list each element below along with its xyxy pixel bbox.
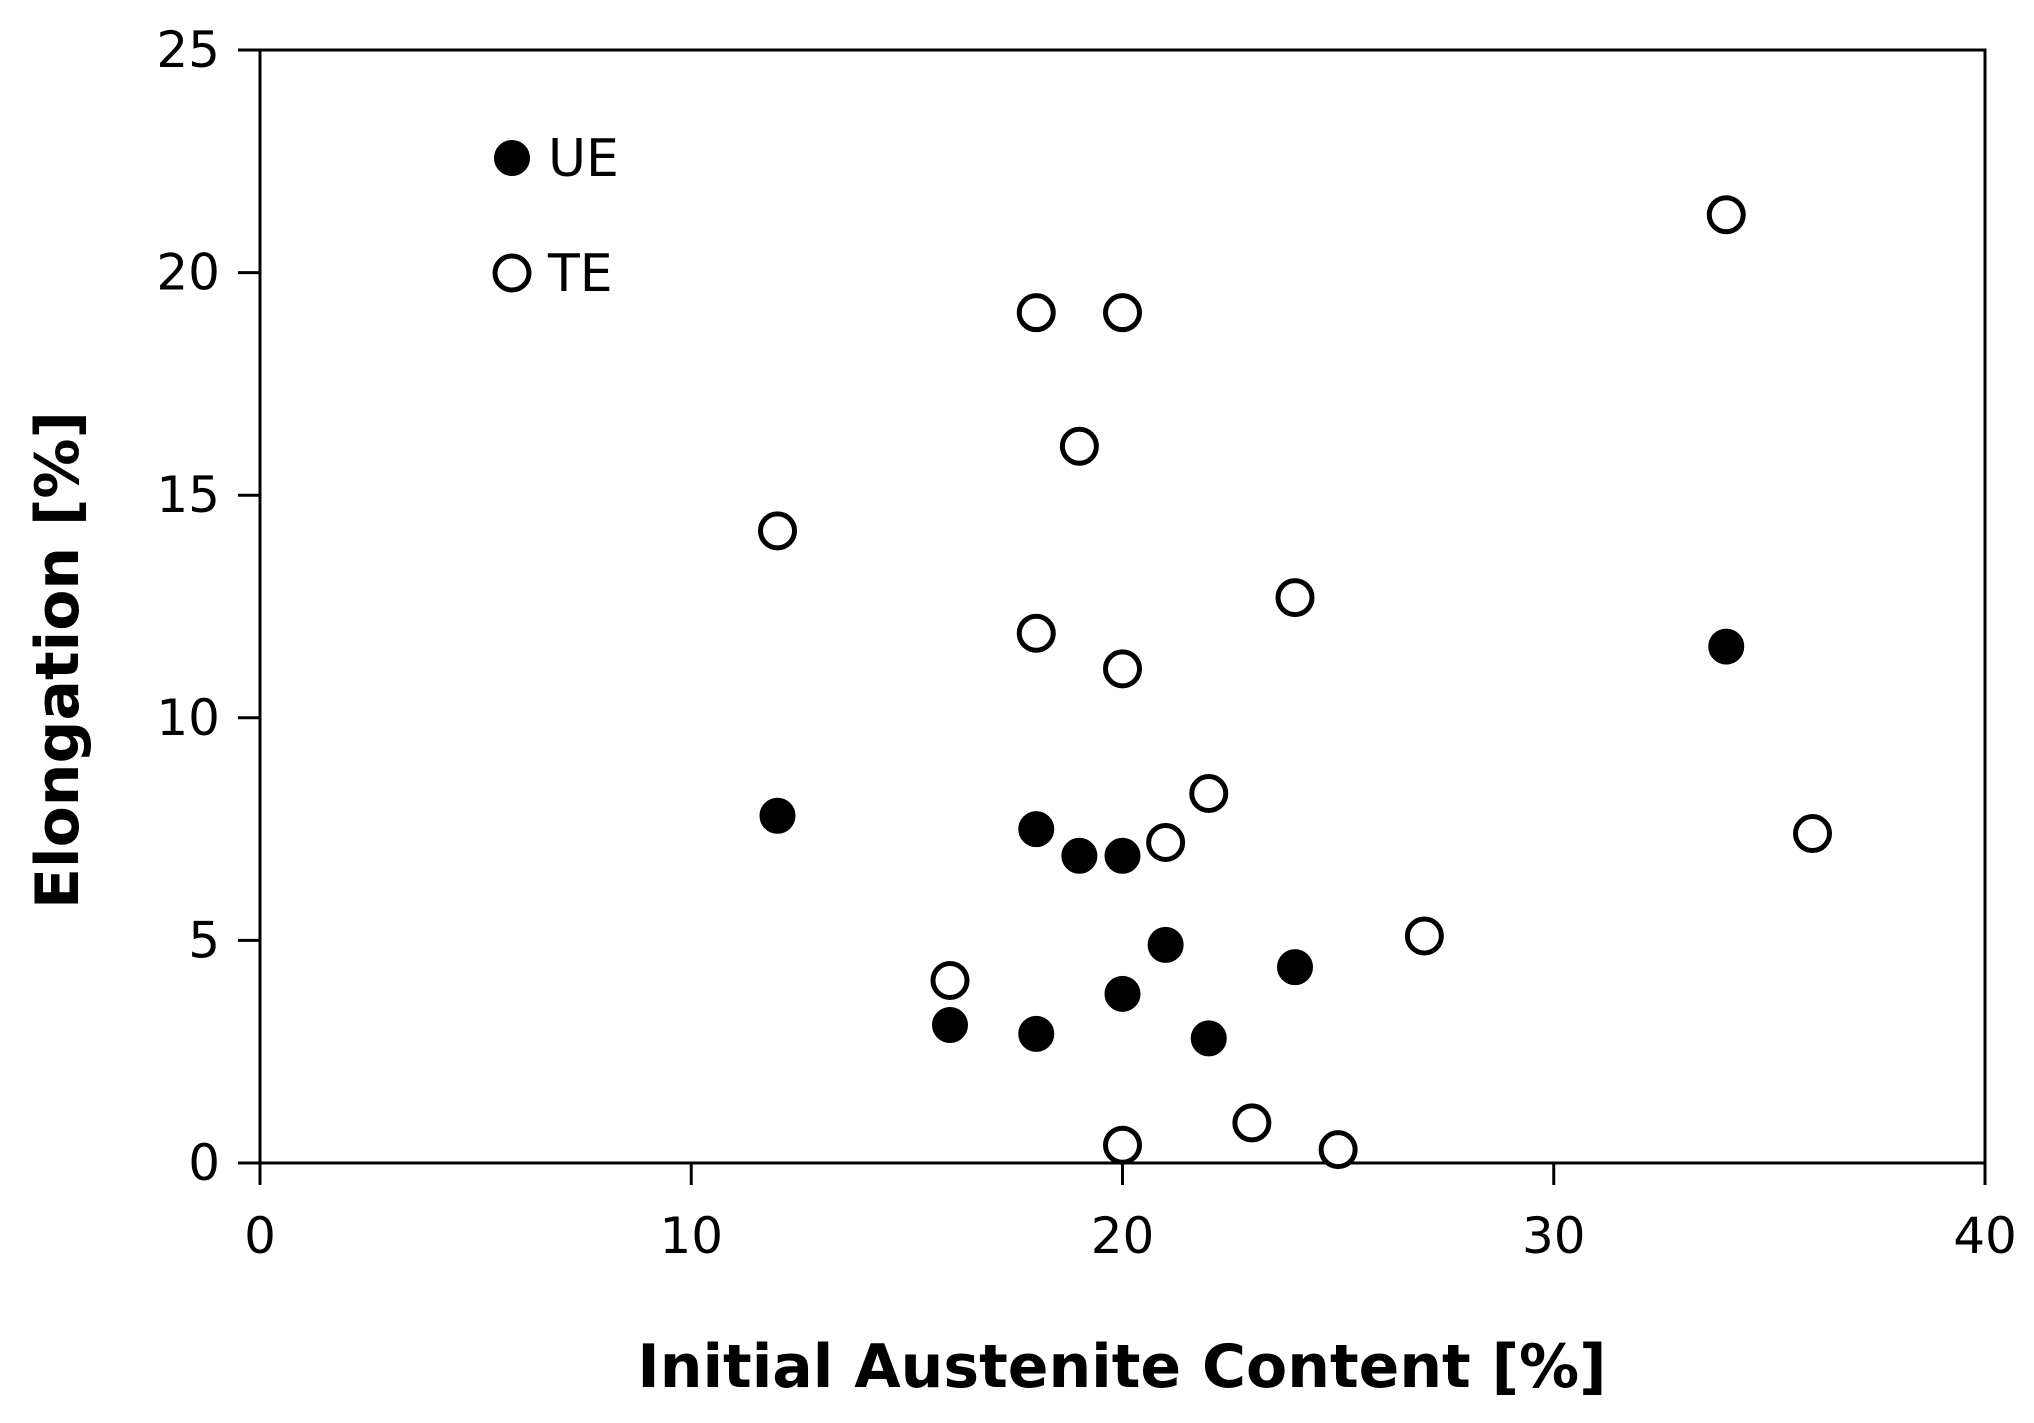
point-te [1232, 1103, 1272, 1143]
y-tick-label: 0 [188, 1134, 220, 1192]
point-ue [759, 797, 796, 834]
x-axis: 0 10 20 30 40 [244, 1163, 2017, 1265]
legend: UE TE [492, 129, 619, 304]
point-te [1103, 1125, 1142, 1165]
x-tick-label: 10 [659, 1207, 723, 1265]
y-tick-label: 15 [156, 466, 220, 524]
data-points [758, 195, 1832, 1170]
point-te [930, 960, 970, 1000]
point-te [1404, 916, 1444, 956]
legend-label-te: TE [547, 244, 613, 304]
point-te [1016, 293, 1056, 333]
legend-marker-te [492, 253, 532, 293]
point-te [1059, 426, 1099, 466]
x-axis-title: Initial Austenite Content [%] [637, 1332, 1606, 1402]
legend-marker-ue [494, 140, 530, 176]
point-ue [1708, 628, 1745, 665]
point-te [1793, 814, 1832, 854]
point-te [1146, 822, 1186, 862]
point-ue [1018, 811, 1055, 848]
x-tick-label: 40 [1953, 1207, 2017, 1265]
point-te [1706, 195, 1746, 235]
legend-label-ue: UE [548, 129, 619, 189]
y-axis: 0 5 10 15 20 25 [156, 21, 260, 1192]
y-tick-label: 20 [156, 244, 220, 302]
y-tick-label: 25 [156, 21, 220, 79]
point-te [758, 511, 797, 551]
point-ue [932, 1006, 968, 1043]
point-ue [1061, 837, 1098, 874]
y-tick-label: 5 [188, 911, 220, 969]
point-te [1103, 649, 1142, 689]
y-tick-label: 10 [156, 689, 220, 747]
point-ue [1018, 1015, 1055, 1052]
y-axis-title: Elongation [%] [23, 411, 93, 909]
point-ue [1104, 975, 1141, 1012]
x-tick-label: 0 [244, 1207, 276, 1265]
x-tick-label: 20 [1091, 1207, 1155, 1265]
point-te [1016, 613, 1056, 653]
point-te [1103, 293, 1142, 333]
x-tick-label: 30 [1522, 1207, 1586, 1265]
point-ue [1190, 1020, 1227, 1057]
point-te [1275, 578, 1315, 618]
point-ue [1104, 837, 1141, 874]
point-te [1318, 1130, 1358, 1170]
point-ue [1277, 949, 1313, 986]
point-te [1189, 773, 1229, 813]
point-ue [1147, 926, 1184, 963]
